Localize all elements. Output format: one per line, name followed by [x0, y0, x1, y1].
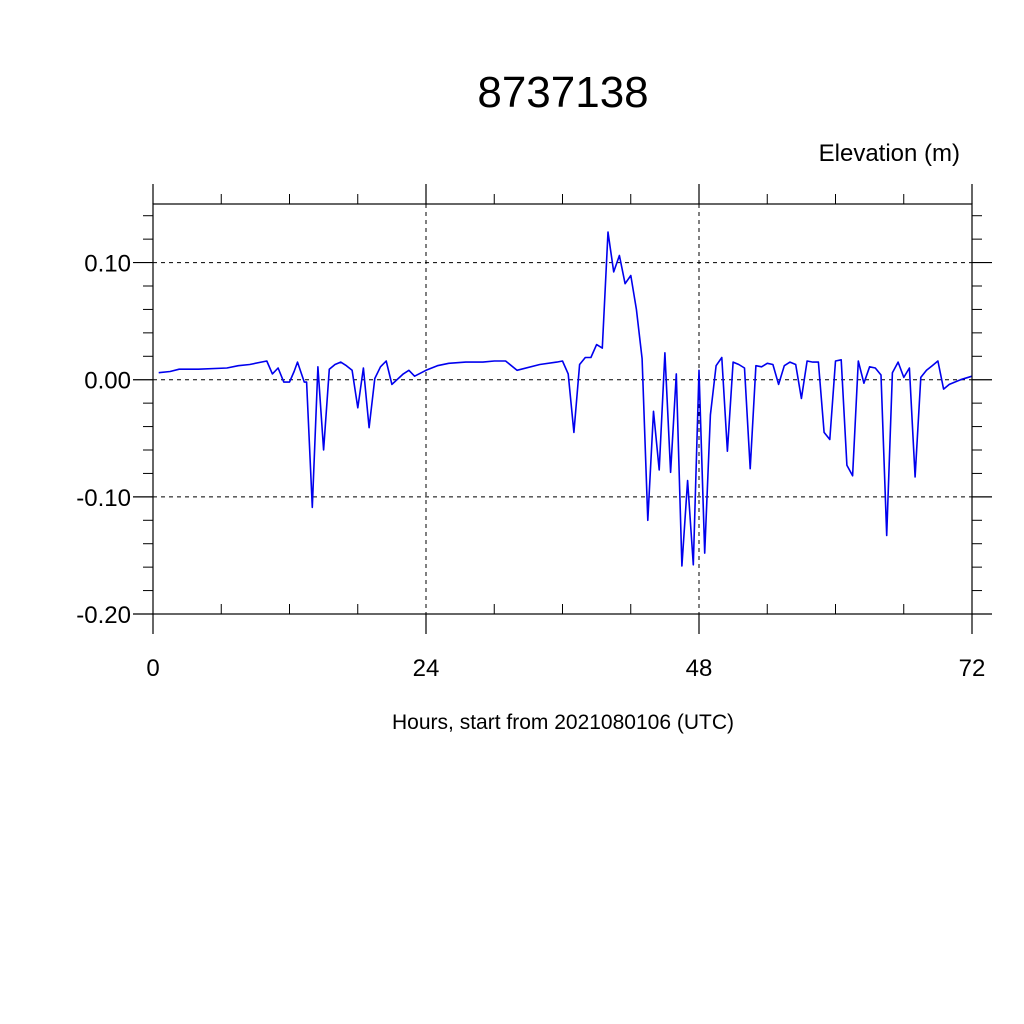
major-ticks: [133, 184, 992, 634]
y-tick-label: 0.10: [84, 251, 131, 278]
minor-ticks: [143, 194, 982, 614]
x-tick-label: 24: [413, 655, 440, 682]
x-axis-label: Hours, start from 2021080106 (UTC): [392, 711, 734, 734]
y-tick-label: -0.10: [76, 485, 131, 512]
plot-frame: [152, 203, 973, 615]
series-group: [158, 231, 973, 567]
y-tick-label: 0.00: [84, 368, 131, 395]
x-tick-label: 72: [959, 655, 986, 682]
grid-lines: [153, 204, 972, 615]
x-tick-labels: 0 24 48 72: [146, 655, 985, 682]
x-tick-label: 0: [146, 655, 159, 682]
x-tick-label: 48: [686, 655, 713, 682]
series-line: [158, 231, 973, 567]
chart-title: 8737138: [477, 68, 648, 117]
y-unit-label: Elevation (m): [819, 140, 960, 167]
y-tick-label: -0.20: [76, 602, 131, 629]
y-tick-labels: -0.20 -0.10 0.00 0.10: [76, 251, 131, 629]
